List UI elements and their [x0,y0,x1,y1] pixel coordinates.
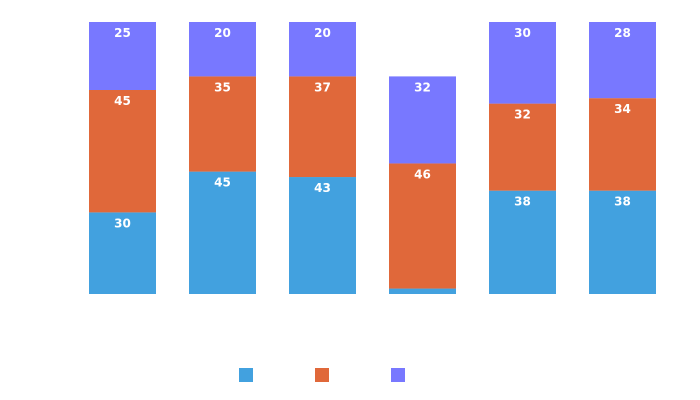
legend-swatch[interactable] [239,368,253,382]
data-label: 32 [514,108,531,122]
bar-segment [389,288,456,294]
data-label: 20 [314,26,331,40]
bar-segment [89,212,156,294]
data-label: 38 [614,195,631,209]
data-label: 30 [114,216,131,230]
legend-swatch[interactable] [315,368,329,382]
bar-segment [89,22,156,90]
data-label: 35 [214,80,231,94]
data-label: 38 [514,195,531,209]
bar-segment [289,177,356,294]
data-label: 2 [418,293,426,307]
bar-segment [589,190,656,294]
data-label: 46 [414,167,431,181]
bars-group [89,22,656,294]
data-label: 32 [414,80,431,94]
data-label: 43 [314,181,331,195]
bar-segment [389,163,456,289]
bar-segment [189,76,256,172]
data-label: 20 [214,26,231,40]
bar-segment [589,22,656,99]
bar-segment [89,90,156,213]
bar-segment [189,22,256,77]
bar-segment [489,22,556,104]
legend-swatch[interactable] [391,368,405,382]
bar-segment [189,171,256,294]
data-label: 25 [114,26,131,40]
bar-segment [289,22,356,77]
data-label: 45 [114,94,131,108]
labels-group: 30 45 25 45 35 20 43 37 20 2 46 32 38 32 30 38 34 28 [114,26,631,307]
data-label: 45 [214,176,231,190]
bar-segment [489,190,556,294]
bar-segment [389,76,456,164]
data-label: 37 [314,80,331,94]
data-label: 30 [514,26,531,40]
bar-segment [589,98,656,191]
data-label: 34 [614,102,631,116]
data-label: 28 [614,26,631,40]
legend [239,368,405,382]
bar-segment [289,76,356,178]
bar-segment [489,103,556,191]
